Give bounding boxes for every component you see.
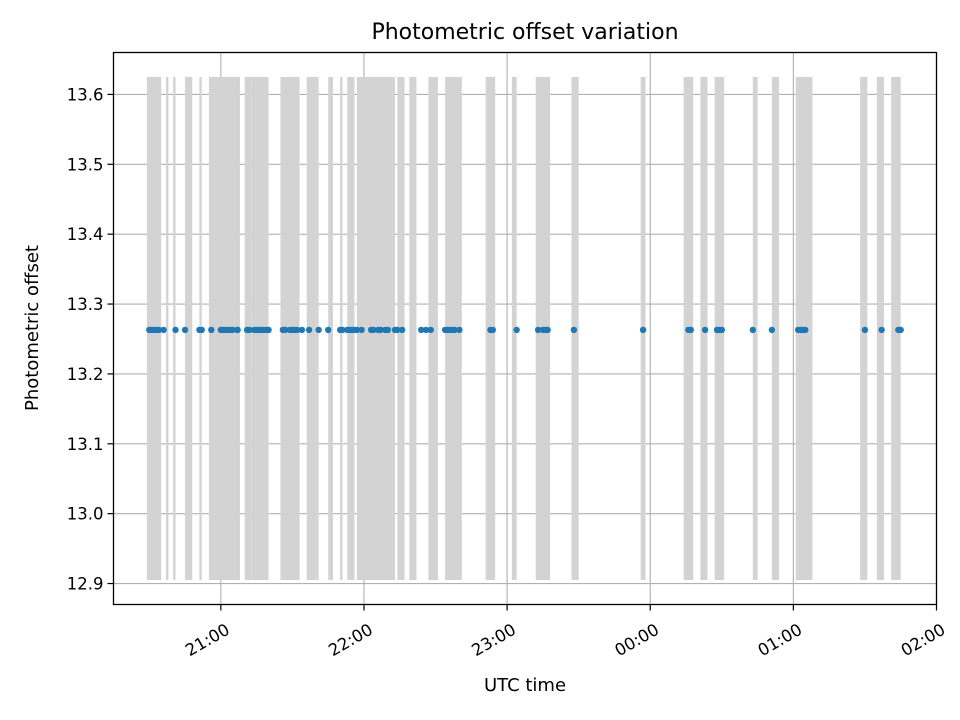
data-point	[639, 326, 647, 334]
data-point	[718, 326, 726, 334]
data-point	[305, 326, 313, 334]
data-point	[534, 326, 542, 334]
data-point	[172, 326, 179, 334]
y-tick-label: 13.0	[67, 505, 104, 524]
data-point	[394, 326, 401, 334]
data-point	[298, 326, 306, 334]
data-point	[513, 326, 520, 334]
data-point	[570, 326, 578, 334]
data-point	[384, 326, 392, 334]
data-point	[489, 326, 496, 334]
data-point	[861, 326, 869, 334]
data-point	[422, 326, 430, 334]
data-point	[427, 326, 434, 334]
data-point	[749, 326, 757, 334]
data-point	[265, 326, 272, 334]
data-point	[398, 326, 406, 334]
chart-title: Photometric offset variation	[371, 20, 678, 45]
y-tick-label: 13.1	[67, 435, 104, 454]
exposure-band	[185, 76, 193, 581]
data-point	[897, 326, 904, 334]
data-point	[315, 326, 322, 334]
data-point	[451, 326, 458, 334]
data-point	[246, 326, 253, 334]
point-layer	[146, 326, 904, 334]
y-axis-ticks: 12.9 13.0 13.1 13.2 13.3 13.4 13.5 13.6	[67, 85, 114, 594]
y-tick-label: 13.4	[67, 225, 104, 244]
y-tick-label: 13.5	[67, 155, 104, 174]
y-tick-label: 13.3	[67, 295, 104, 314]
exposure-band	[771, 76, 780, 581]
data-point	[687, 326, 694, 334]
data-point	[377, 326, 384, 334]
data-point	[701, 326, 709, 334]
data-point	[234, 326, 241, 334]
exposure-band	[165, 76, 169, 581]
data-point	[229, 326, 236, 334]
data-point	[358, 326, 365, 334]
data-point	[293, 326, 301, 334]
data-point	[544, 326, 551, 334]
data-point	[802, 326, 809, 334]
y-axis-label: Photometric offset	[22, 245, 43, 411]
y-tick-label: 13.6	[67, 85, 104, 104]
data-point	[456, 326, 463, 334]
y-tick-label: 12.9	[67, 575, 104, 594]
data-point	[339, 326, 346, 334]
data-point	[370, 326, 377, 334]
plot-frame	[112, 51, 938, 606]
data-point	[878, 326, 885, 334]
data-point	[353, 326, 361, 334]
data-point	[324, 326, 332, 334]
data-point	[181, 326, 189, 334]
data-point	[768, 326, 776, 334]
data-point	[282, 326, 289, 334]
data-point	[418, 326, 425, 334]
data-point	[208, 326, 215, 334]
data-point	[198, 326, 205, 334]
x-axis-label: UTC time	[484, 675, 566, 696]
exposure-band	[409, 76, 417, 581]
y-tick-label: 13.2	[67, 365, 104, 384]
data-point	[155, 326, 163, 334]
data-point	[160, 326, 167, 334]
